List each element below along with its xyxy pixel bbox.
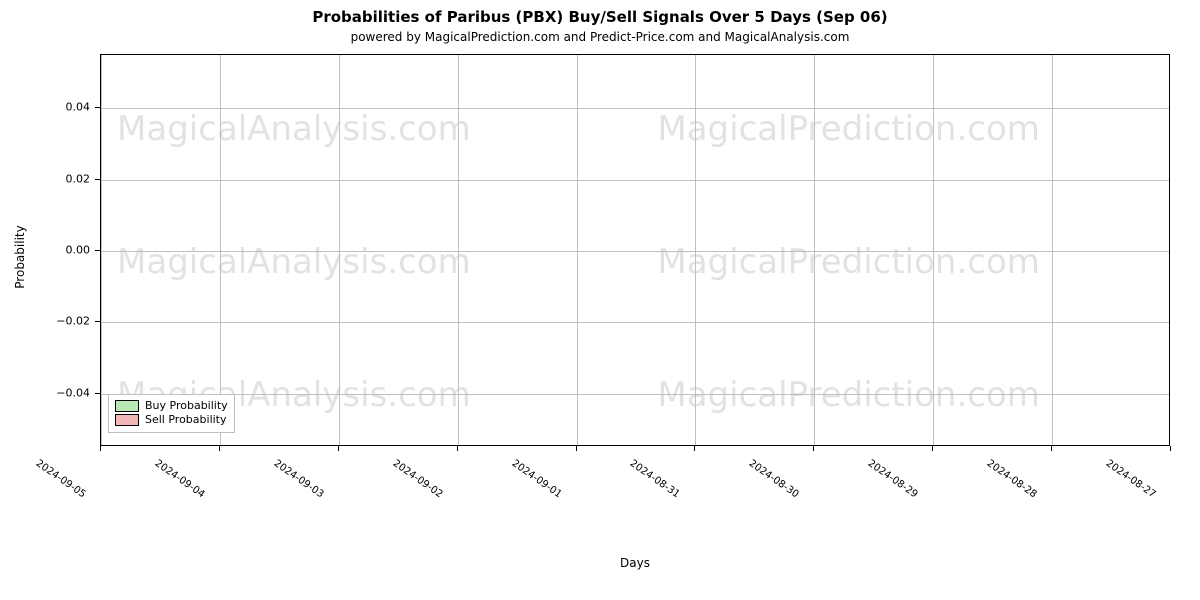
legend-item: Buy Probability [115, 399, 228, 413]
gridline-vertical [458, 55, 459, 445]
x-tick [1170, 446, 1171, 451]
x-tick [813, 446, 814, 451]
y-tick-label: 0.00 [40, 244, 90, 257]
gridline-vertical [577, 55, 578, 445]
x-tick-label: 2024-08-27 [1104, 458, 1158, 500]
legend-label: Buy Probability [145, 399, 228, 413]
x-tick [576, 446, 577, 451]
gridline-vertical [101, 55, 102, 445]
x-tick-label: 2024-09-02 [390, 458, 444, 500]
watermark: MagicalAnalysis.com [117, 109, 471, 149]
y-tick [95, 321, 100, 322]
x-axis-label: Days [100, 556, 1170, 570]
gridline-horizontal [101, 251, 1169, 252]
x-tick [100, 446, 101, 451]
gridline-vertical [220, 55, 221, 445]
watermark: MagicalAnalysis.com [117, 242, 471, 282]
y-axis-label: Probability [13, 197, 27, 317]
gridline-vertical [814, 55, 815, 445]
chart-figure: Probabilities of Paribus (PBX) Buy/Sell … [0, 0, 1200, 600]
gridline-horizontal [101, 322, 1169, 323]
chart-title: Probabilities of Paribus (PBX) Buy/Sell … [0, 8, 1200, 26]
chart-subtitle: powered by MagicalPrediction.com and Pre… [0, 30, 1200, 44]
gridline-horizontal [101, 108, 1169, 109]
x-tick-label: 2024-09-05 [34, 458, 88, 500]
y-tick-label: 0.04 [40, 101, 90, 114]
y-tick-label: 0.02 [40, 172, 90, 185]
x-tick [219, 446, 220, 451]
gridline-vertical [933, 55, 934, 445]
x-tick-label: 2024-08-28 [985, 458, 1039, 500]
x-tick-label: 2024-09-03 [271, 458, 325, 500]
y-tick-label: −0.04 [40, 386, 90, 399]
x-tick [457, 446, 458, 451]
plot-area: MagicalAnalysis.com MagicalPrediction.com… [100, 54, 1170, 446]
gridline-vertical [695, 55, 696, 445]
gridline-vertical [1052, 55, 1053, 445]
y-tick [95, 179, 100, 180]
legend-swatch [115, 400, 139, 412]
x-tick [338, 446, 339, 451]
y-tick-label: −0.02 [40, 315, 90, 328]
y-tick [95, 107, 100, 108]
x-tick [1051, 446, 1052, 451]
legend-swatch [115, 414, 139, 426]
watermark: MagicalPrediction.com [657, 109, 1040, 149]
x-tick-label: 2024-08-31 [628, 458, 682, 500]
legend-item: Sell Probability [115, 413, 228, 427]
x-tick-label: 2024-08-30 [747, 458, 801, 500]
gridline-horizontal [101, 180, 1169, 181]
gridline-horizontal [101, 394, 1169, 395]
watermark: MagicalPrediction.com [657, 242, 1040, 282]
x-tick-label: 2024-09-04 [153, 458, 207, 500]
legend: Buy ProbabilitySell Probability [108, 394, 235, 433]
gridline-vertical [339, 55, 340, 445]
x-tick [694, 446, 695, 451]
y-tick [95, 250, 100, 251]
x-tick [932, 446, 933, 451]
x-tick-label: 2024-08-29 [866, 458, 920, 500]
x-tick-label: 2024-09-01 [509, 458, 563, 500]
y-tick [95, 393, 100, 394]
legend-label: Sell Probability [145, 413, 227, 427]
watermark: MagicalPrediction.com [657, 375, 1040, 415]
